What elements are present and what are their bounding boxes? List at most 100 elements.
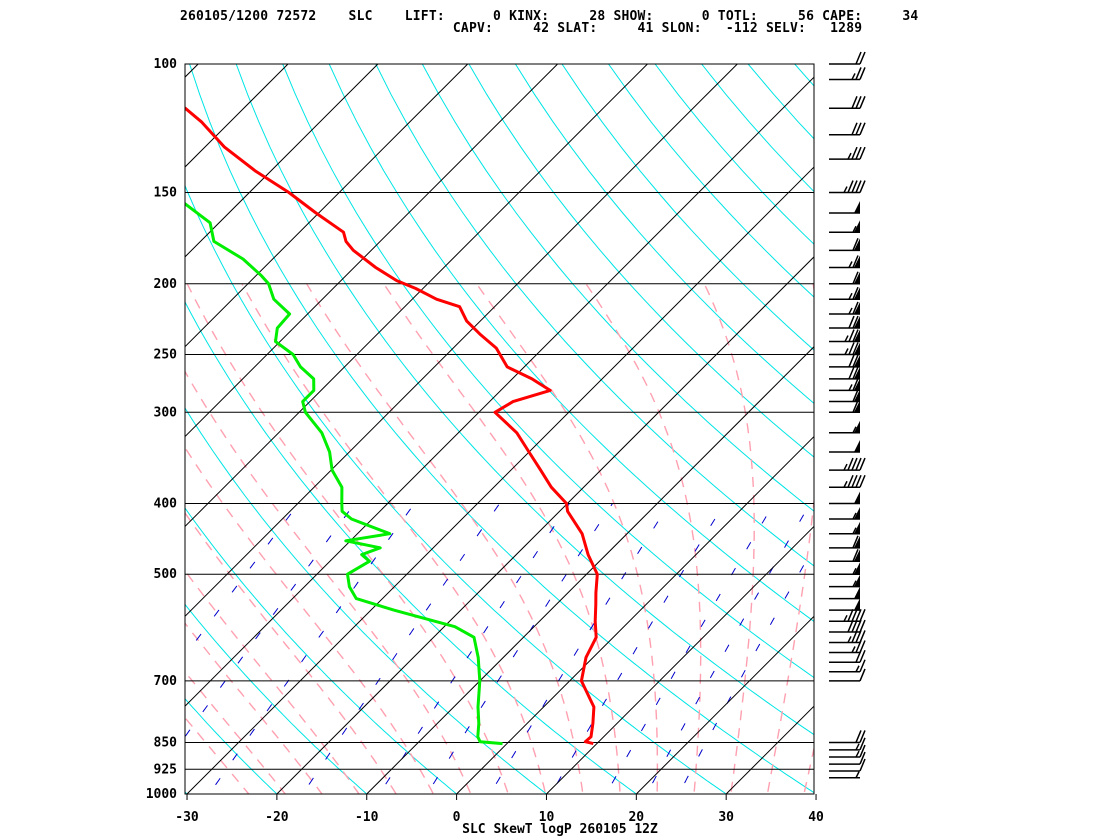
wind-barb [829,220,860,233]
isotherm [276,256,814,794]
wind-barb-feather [847,609,854,622]
mixing-ratio-line [550,503,725,794]
wind-barb-feather [859,730,866,743]
wind-barb-feather [852,329,859,342]
wind-barb [829,67,866,81]
wind-barb-pennant [854,378,860,391]
pressure-axis: 100 150 200 250 300 400 500 700 850 925 1000 [146,57,177,802]
wind-barb [829,730,866,744]
wind-barb-pennant [854,220,860,233]
wind-barb-pennant [854,491,860,504]
moist-adiabat [185,622,323,794]
wind-barb-pennant [854,255,860,268]
wind-barb-pennant [854,366,860,379]
sounding-profiles [185,106,599,746]
wind-barb-feather [848,329,855,342]
isotherm [0,64,108,794]
isotherm [185,64,558,438]
wind-barb-feather [848,366,855,380]
dry-adiabat [185,407,548,794]
wind-barb-feather [859,630,866,643]
isotherm [185,64,738,618]
wind-barb [829,457,866,471]
wind-barb-feather [852,342,859,355]
wind-barb-feather [852,549,859,562]
dry-adiabat [185,791,188,794]
pressure-label: 200 [154,277,178,292]
wind-barb-feather [859,180,866,193]
pressure-label: 100 [154,57,178,72]
wind-barb-feather [852,378,859,391]
mixing-ratio-line [426,503,613,794]
wind-barb-pennant [854,287,860,300]
wind-barb-feather [855,474,862,488]
mixing-ratio-line [489,503,670,794]
wind-barb [829,329,860,343]
wind-barb [829,491,860,505]
wind-barb-half-feather [847,636,852,643]
wind-barb [829,640,866,654]
wind-barb [829,201,860,214]
dry-adiabat [747,64,814,140]
moist-adiabat [186,283,509,794]
wind-barb-feather [848,342,855,355]
dry-adiabat [185,300,638,794]
wind-barb [829,535,860,549]
moist-adiabat [185,446,435,794]
wind-barb-feather [851,122,858,136]
wind-barb-pennant [854,238,860,251]
wind-barb-feather [855,96,862,109]
wind-barb-feather [859,668,866,682]
mixing-ratio-line [605,503,775,794]
mixing-ratio-line [208,503,415,794]
wind-barb [829,758,866,772]
wind-barb-half-feather [848,292,853,300]
moist-adiabat [185,370,472,794]
wind-barb-feather [848,315,855,329]
wind-barb-feather [859,737,866,751]
wind-barb [829,255,860,269]
isotherm [0,64,18,794]
wind-barb [829,389,860,403]
wind-barb [829,271,860,285]
wind-barb-pennant [854,574,860,587]
moist-adiabat [185,569,360,794]
wind-barb-pennant [854,562,860,575]
wind-barb-feather [859,474,866,488]
isotherm [185,64,648,528]
dewpoint-profile [185,201,503,746]
wind-barb-feather [859,96,866,109]
wind-barb-half-feather [848,384,853,391]
isobars [185,63,814,795]
chart-caption: SLC SkewT logP 260105 12Z [462,822,658,837]
wind-barb-feather [859,122,866,136]
wind-barb-pennant [854,586,860,599]
pressure-label: 400 [154,497,178,512]
wind-barb-pennant [854,301,860,314]
wind-barb [829,751,866,765]
wind-barb [829,439,860,453]
isotherm [816,64,1120,794]
temperature-tick-label: 0 [453,810,461,825]
temperature-tick-label: -10 [355,810,379,825]
wind-barb-feather [859,457,866,471]
dry-adiabat [888,64,1120,810]
wind-barb-half-feather [852,512,857,520]
pressure-label: 250 [154,347,178,362]
wind-barb-pennant [854,271,860,284]
dry-adiabat [421,64,814,512]
wind-barb-pennant [854,439,860,452]
wind-barb [829,315,860,329]
pressure-label: 925 [154,762,177,777]
mixing-ratio-line [378,503,570,794]
wind-barb-pennant [854,354,860,367]
wind-barb-half-feather [855,771,860,779]
dry-adiabat [185,184,728,794]
dry-adiabat [608,64,814,298]
wind-barb-half-feather [848,261,853,268]
isotherm [456,435,814,794]
wind-barb-feather [851,457,858,471]
wind-barb [829,420,860,434]
wind-barb-feather [859,744,866,758]
